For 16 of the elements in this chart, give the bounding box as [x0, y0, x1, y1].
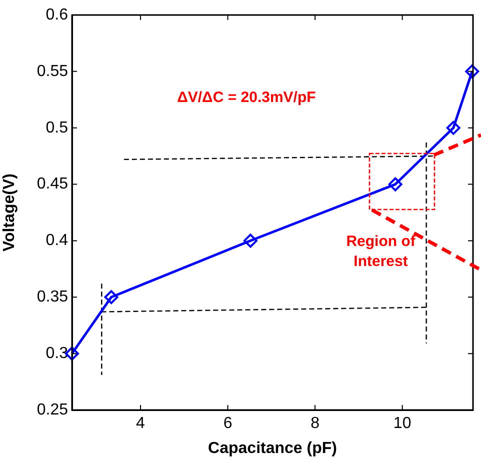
x-tick-label: 10: [393, 415, 412, 432]
y-tick-label: 0.4: [46, 232, 68, 250]
y-tick-label: 0.35: [36, 288, 68, 306]
y-tick-label: 0.6: [46, 6, 68, 24]
x-tick-label: 8: [310, 415, 320, 432]
y-tick-label: 0.55: [36, 62, 68, 80]
x-tick-label: 6: [223, 415, 232, 432]
annotation: Region of Interest: [346, 233, 416, 270]
x-axis-title: Capacitance (pF): [208, 440, 337, 457]
x-tick-label: 4: [136, 415, 146, 432]
y-tick-label: 0.3: [46, 344, 68, 362]
y-tick-label: 0.25: [36, 401, 68, 418]
y-tick-label: 0.45: [36, 176, 68, 193]
y-axis-title: Voltage(V): [1, 174, 18, 252]
annotation: ΔV/ΔC = 20.3mV/pF: [177, 89, 316, 106]
y-tick-label: 0.5: [46, 119, 68, 136]
